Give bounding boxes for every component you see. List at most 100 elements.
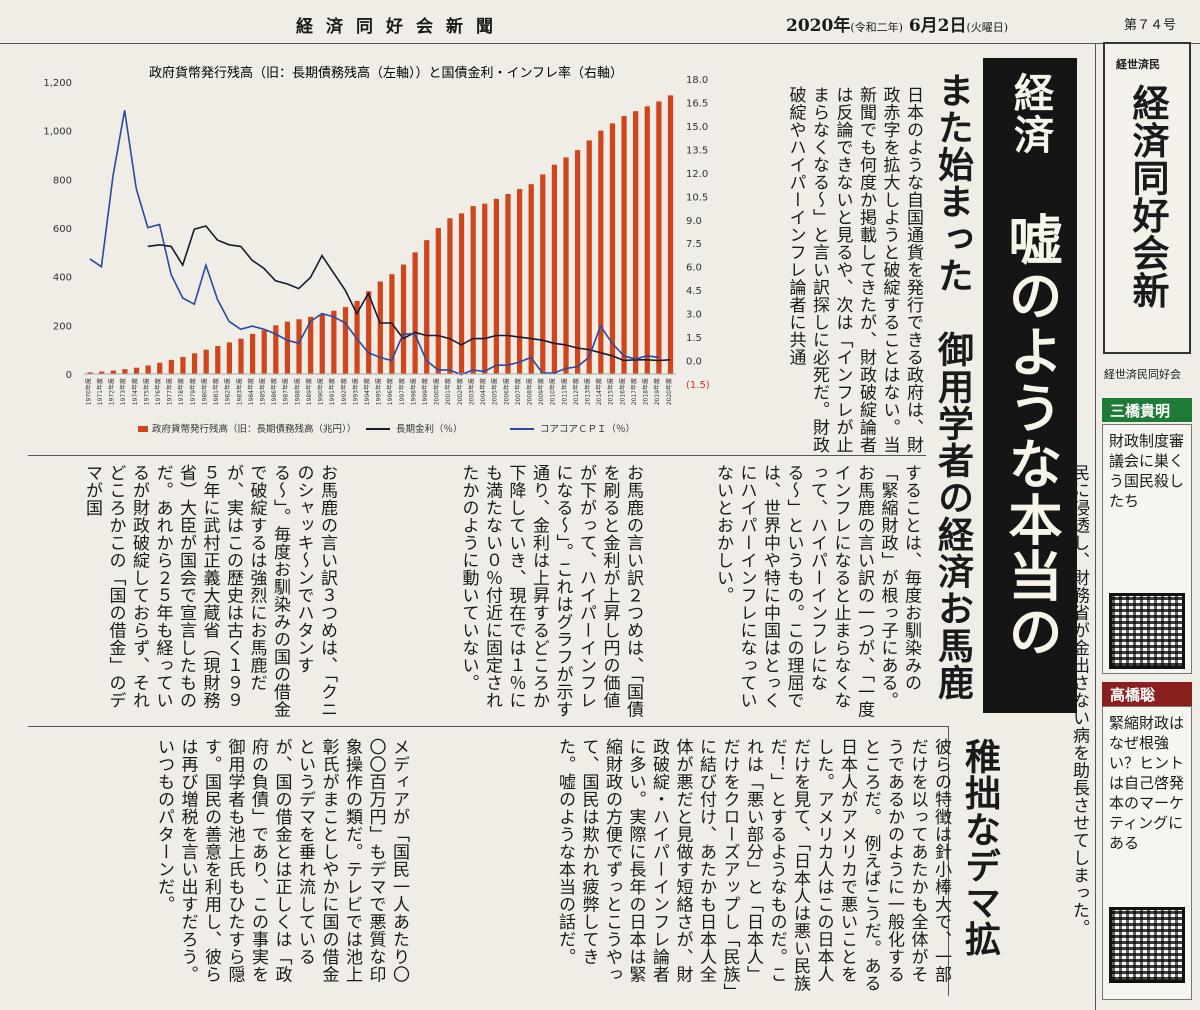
card-2-title[interactable]: 緊縮財政はなぜ根強い？ヒントは自己啓発本のマーケティングにある (1109, 714, 1185, 852)
bar (412, 252, 418, 374)
x-tick-label: 1976年度 (154, 378, 162, 405)
bar (435, 228, 441, 374)
x-tick-label: 2001年度 (444, 378, 452, 405)
x-tick-label: 2009年度 (537, 378, 545, 405)
right-tick-label: 18.0 (686, 75, 708, 86)
left-tick-label: 1,200 (43, 78, 72, 89)
legend-swatch (138, 426, 148, 432)
x-tick-label: 2006年度 (502, 378, 510, 405)
bar (540, 174, 546, 374)
bar (180, 356, 186, 374)
bar (215, 346, 221, 374)
sidebar-card-1[interactable]: 財政制度審議会に巣くう国民殺したち (1102, 424, 1192, 674)
logo-box (1103, 42, 1191, 354)
x-tick-label: 1970年度 (84, 378, 92, 405)
paper-name: 経済同好会新聞 (296, 17, 506, 37)
bar (470, 206, 476, 374)
bar (145, 365, 151, 374)
x-tick-label: 1987年度 (282, 378, 290, 405)
chart: 政府貨幣発行残高（旧：長期債務残高（左軸））と国債金利・インフレ率（右軸） 0 2… (26, 52, 726, 457)
left-tick-label: 0 (66, 370, 72, 381)
article-col-2: お馬鹿の言い訳２つめは、「国債を刷ると金利が上昇し円の価値が下がって、ハイパーイ… (458, 464, 644, 718)
bar (505, 193, 511, 374)
bar (447, 218, 453, 374)
x-tick-label: 1982年度 (224, 378, 232, 405)
bar (458, 213, 465, 374)
bar (424, 240, 430, 374)
right-tick-label: 9.0 (686, 216, 702, 227)
bar (296, 319, 302, 374)
x-tick-label: 2007年度 (514, 378, 522, 405)
bar (366, 291, 372, 374)
qr-code-1[interactable] (1109, 593, 1185, 669)
right-tick-label: 0.0 (686, 357, 702, 368)
chart-legend: 政府貨幣発行残高（旧：長期債務残高（兆円）） 長期金利（％） コアコアＣＰＩ（％） (138, 423, 635, 435)
left-tick-label: 800 (53, 175, 72, 186)
line-series-path (147, 225, 671, 362)
issue-number: 第７４号 (1124, 18, 1177, 33)
bar (308, 316, 314, 374)
right-tick-label: 12.0 (686, 169, 708, 180)
bar (400, 264, 407, 374)
bar (284, 321, 291, 374)
bar (493, 198, 499, 374)
bar (238, 338, 244, 374)
bar (331, 310, 337, 374)
bar (168, 359, 174, 374)
left-tick-label: 600 (53, 224, 72, 235)
sidebar-card-2[interactable]: 緊縮財政はなぜ根強い？ヒントは自己啓発本のマーケティングにある (1102, 706, 1192, 1000)
right-tick-label: 10.5 (686, 192, 708, 203)
right-tick-label: 1.5 (686, 333, 702, 344)
legend-label: 長期金利（％） (396, 423, 463, 435)
x-tick-label: 1995年度 (375, 378, 383, 405)
author-bar-mitsuhashi: 三橋貴明 (1102, 398, 1192, 422)
x-axis: 1970年度 1971年度 1972年度 1973年度 1974年度 1975年度 1976… (84, 373, 676, 405)
article-col-3: お馬鹿の言い訳３つめは、「クニのシャッキ〜ンでハタンする〜」。毎度お馴染みの国の… (82, 464, 337, 718)
x-tick-label: 1994年度 (363, 378, 371, 405)
right-tick-label: 6.0 (686, 263, 702, 274)
x-tick-label: 2017年度 (630, 378, 638, 405)
legend-label: 政府貨幣発行残高（旧：長期債務残高（兆円）） (152, 423, 356, 435)
x-tick-label: 1998年度 (409, 378, 417, 405)
right-tick-label: 16.5 (686, 98, 708, 109)
logo-title: 経済同好会新聞 (1126, 84, 1170, 309)
bar (87, 372, 93, 374)
bar (551, 164, 558, 374)
x-tick-label: 2005年度 (491, 378, 499, 405)
bar (191, 353, 198, 374)
x-tick-label: 1983年度 (235, 378, 243, 405)
sub-headline: また始まった 御用学者の経済お馬鹿祭り (932, 72, 973, 701)
x-tick-label: 1997年度 (398, 378, 406, 405)
article-col-6: メディアが「国民一人あたり〇〇〇百万円」もデマで悪質な印象操作の類だ。テレビでは… (154, 738, 409, 983)
chart-divider (28, 455, 926, 456)
x-tick-label: 2014年度 (595, 378, 603, 405)
right-tick-label: 4.5 (686, 286, 702, 297)
card-1-title[interactable]: 財政制度審議会に巣くう国民殺したち (1109, 432, 1185, 510)
lower-divider (28, 726, 948, 727)
x-tick-label: 1977年度 (166, 378, 174, 405)
x-tick-label: 1999年度 (421, 378, 429, 405)
bar (226, 342, 232, 374)
column-divider (948, 726, 949, 996)
x-tick-label: 2002年度 (456, 378, 464, 405)
bar (133, 367, 140, 374)
x-tick-label: 1996年度 (386, 378, 394, 405)
x-tick-label: 1985年度 (259, 378, 267, 405)
bar (354, 301, 360, 374)
right-tick-label: 15.0 (686, 122, 708, 133)
x-tick-label: 2015年度 (607, 378, 615, 405)
sidebar-divider (1095, 44, 1096, 1010)
bar (157, 362, 163, 374)
x-tick-label: 1978年度 (177, 378, 185, 405)
x-tick-label: 1992年度 (340, 378, 348, 405)
x-tick-label: 2011年度 (560, 378, 568, 405)
bar (528, 184, 534, 374)
article-intro: 日本のような自国通貨を発行できる政府は、財政赤字を拡大しようと破綻することはない… (785, 86, 924, 454)
qr-code-2[interactable] (1109, 907, 1185, 983)
bar (110, 370, 116, 374)
bar (656, 101, 662, 374)
organization-name: 経世済民同好会 (1104, 368, 1181, 381)
masthead (0, 0, 1200, 44)
x-tick-label: 1980年度 (200, 378, 208, 405)
x-tick-label: 2008年度 (525, 378, 533, 405)
